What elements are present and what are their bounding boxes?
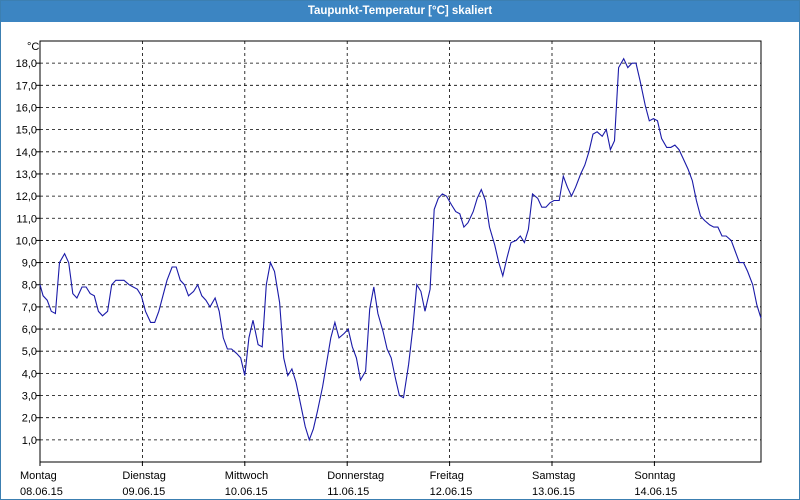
x-tick-label-day: Freitag — [430, 470, 464, 482]
y-axis-ticks: 1,0 2,0 3,0 4,0 5,0 6,0 7,0 8,0 9,0 10,0 11,0 12,0 1… — [16, 58, 40, 447]
y-tick-label: 8,0 — [22, 280, 37, 292]
x-tick-label-day: Mittwoch — [225, 470, 268, 482]
x-axis-ticks: Montag 08.06.15 Dienstag 09.06.15 Mittwoch 10… — [20, 462, 677, 498]
y-tick-label: 4,0 — [22, 368, 37, 380]
y-tick-label: 3,0 — [22, 391, 37, 403]
y-tick-label: 2,0 — [22, 413, 37, 425]
y-tick-label: 10,0 — [16, 235, 37, 247]
window-title: Taupunkt-Temperatur [°C] skaliert — [1, 1, 799, 22]
x-tick-label-date: 10.06.15 — [225, 486, 268, 498]
x-tick-label-day: Dienstag — [122, 470, 165, 482]
y-axis-unit-label: °C — [27, 41, 39, 53]
y-tick-label: 12,0 — [16, 191, 37, 203]
y-tick-label: 11,0 — [16, 213, 37, 225]
x-tick-label-day: Sonntag — [634, 470, 675, 482]
x-tick-label-date: 09.06.15 — [122, 486, 165, 498]
y-tick-label: 16,0 — [16, 102, 37, 114]
x-tick-label-day: Donnerstag — [327, 470, 384, 482]
x-tick-label-date: 14.06.15 — [634, 486, 677, 498]
y-tick-label: 13,0 — [16, 169, 37, 181]
x-tick-label-date: 08.06.15 — [20, 486, 63, 498]
plot-area — [39, 40, 762, 463]
series-line — [39, 57, 762, 442]
y-tick-label: 5,0 — [22, 346, 37, 358]
x-tick-label-date: 11.06.15 — [327, 486, 369, 498]
y-tick-label: 9,0 — [22, 258, 37, 270]
y-tick-label: 18,0 — [16, 58, 37, 70]
y-tick-label: 7,0 — [22, 302, 37, 314]
y-tick-label: 6,0 — [22, 324, 37, 336]
y-tick-label: 14,0 — [16, 147, 37, 159]
y-tick-label: 15,0 — [16, 125, 37, 137]
y-tick-label: 1,0 — [22, 435, 37, 447]
x-tick-label-day: Montag — [20, 470, 57, 482]
x-tick-label-date: 12.06.15 — [430, 486, 473, 498]
x-tick-label-day: Samstag — [532, 470, 575, 482]
y-tick-label: 17,0 — [16, 80, 37, 92]
chart-grid — [40, 41, 761, 462]
x-tick-label-date: 13.06.15 — [532, 486, 575, 498]
